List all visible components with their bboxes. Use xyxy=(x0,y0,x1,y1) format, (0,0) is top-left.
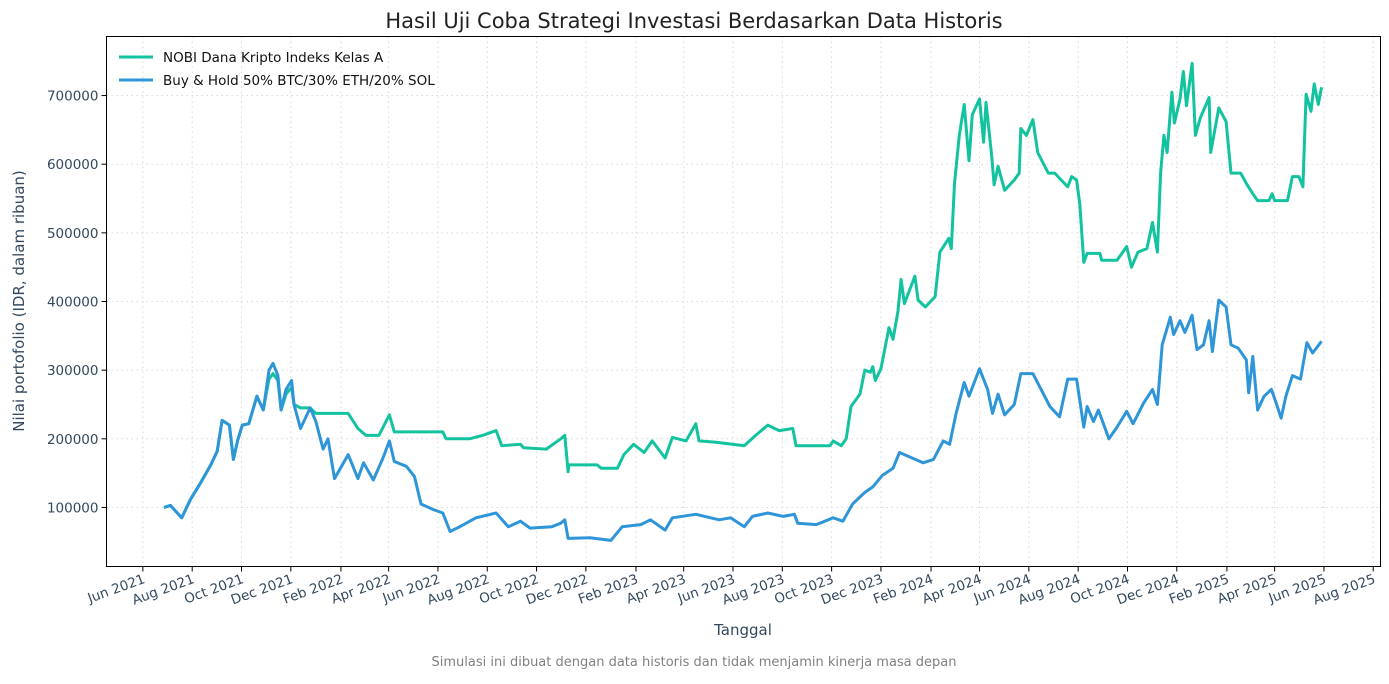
y-tick-label: 200000 xyxy=(47,432,99,448)
y-tick-label: 600000 xyxy=(47,157,99,173)
series-line-buy-hold xyxy=(163,298,1323,542)
chart-title: Hasil Uji Coba Strategi Investasi Berdas… xyxy=(385,9,1002,33)
disclaimer-note: Simulasi ini dibuat dengan data historis… xyxy=(432,655,957,670)
legend-label-nobi: NOBI Dana Kripto Indeks Kelas A xyxy=(163,50,384,66)
x-axis-label: Tanggal xyxy=(713,621,772,639)
series-line-nobi xyxy=(163,61,1323,520)
series-group xyxy=(163,61,1323,542)
y-tick-label: 300000 xyxy=(47,363,99,379)
grid xyxy=(106,36,1381,567)
y-axis-label: Nilai portofolio (IDR, dalam ribuan) xyxy=(10,170,28,432)
legend-label-buy-hold: Buy & Hold 50% BTC/30% ETH/20% SOL xyxy=(163,73,435,89)
y-axis: 100000 200000 300000 400000 500000 600000 7000… xyxy=(47,89,107,516)
legend: NOBI Dana Kripto Indeks Kelas A Buy & Ho… xyxy=(119,50,435,89)
y-tick-label: 100000 xyxy=(47,500,99,516)
y-tick-label: 400000 xyxy=(47,295,99,311)
y-tick-label: 700000 xyxy=(47,89,99,105)
y-tick-label: 500000 xyxy=(47,226,99,242)
